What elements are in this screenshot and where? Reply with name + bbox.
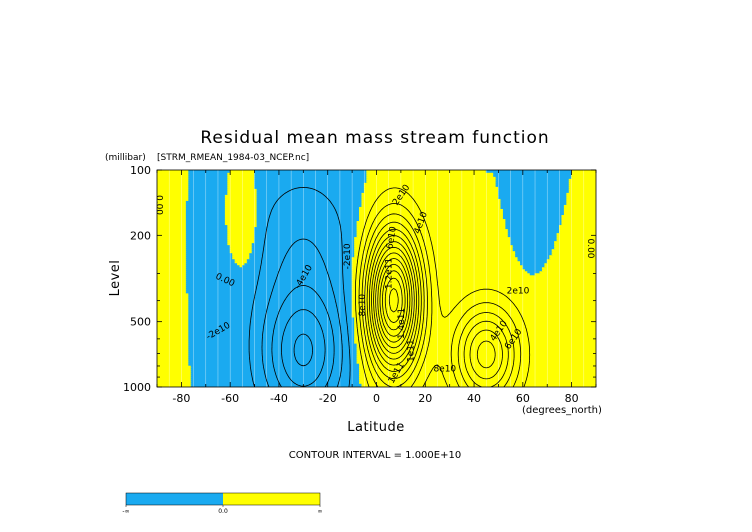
contour-line <box>366 228 503 380</box>
plot-area: 0.000.000.00-2e10-4e10-2e102e104e106e108… <box>123 164 597 405</box>
y-tick-label: 1000 <box>123 381 151 394</box>
colorbar-label: -∞ <box>122 508 129 515</box>
contour-line <box>388 288 399 313</box>
contour-line <box>355 187 531 387</box>
contour-line <box>382 270 406 331</box>
contour-line <box>271 285 335 387</box>
chart-title: Residual mean mass stream function <box>200 128 549 148</box>
contour-line <box>361 213 515 387</box>
contour-label: 0.00 <box>585 238 595 258</box>
contour-line <box>379 263 408 337</box>
x-tick-label: 20 <box>418 392 432 405</box>
colorbar: -∞ 0.0 ∞ <box>122 492 323 515</box>
contour-label: 8e10 <box>433 364 456 374</box>
x-tick-label: 80 <box>565 392 579 405</box>
x-tick-label: 60 <box>516 392 530 405</box>
x-tick-label: -80 <box>172 392 190 405</box>
x-tick-label: 0 <box>373 392 380 405</box>
colorbar-label: 0.0 <box>218 508 228 515</box>
contour-lines <box>248 187 531 387</box>
colorbar-label: ∞ <box>318 508 323 515</box>
contour-line <box>373 246 415 354</box>
y-tick-label: 200 <box>130 229 151 242</box>
contour-label: 1.2e11 <box>385 258 395 289</box>
contour-line <box>281 309 326 387</box>
colorbar-negative <box>126 493 223 505</box>
y-tick-label: 100 <box>130 164 151 177</box>
contour-line <box>364 221 509 387</box>
colorbar-positive <box>223 493 320 505</box>
y-axis-label: Level <box>108 260 123 297</box>
axes: -80 -60 -40 -20 0 20 40 60 80 100 200 500 1000 <box>123 164 597 405</box>
x-tick-label: 40 <box>467 392 481 405</box>
contour-line <box>293 333 313 367</box>
y-units-label: (millibar) <box>105 153 146 163</box>
contour-line <box>358 203 522 387</box>
x-tick-label: -20 <box>319 392 337 405</box>
contour-label: 1.4e11 <box>397 308 407 339</box>
contour-line <box>261 238 343 387</box>
x-tick-label: -60 <box>221 392 239 405</box>
x-units-label: (degrees_north) <box>522 405 602 416</box>
contour-line <box>375 252 413 349</box>
contour-line <box>377 258 411 343</box>
contour-line <box>369 235 496 369</box>
contour-interval-text: CONTOUR INTERVAL = 1.000E+10 <box>289 450 461 461</box>
contour-label: 8e10 <box>358 294 368 317</box>
contour-label: 1e11 <box>407 339 417 362</box>
contour-label: -2e10 <box>343 243 353 269</box>
chart-subtitle: [STRM_RMEAN_1984-03_NCEP.nc] <box>157 153 309 163</box>
contour-line <box>371 241 417 360</box>
gridlines <box>157 170 596 387</box>
x-axis-label: Latitude <box>347 420 405 435</box>
contour-line <box>384 277 403 323</box>
contour-label: 0.00 <box>153 195 163 215</box>
x-tick-label: -40 <box>270 392 288 405</box>
contour-label: 2e10 <box>507 287 530 297</box>
y-tick-label: 500 <box>130 316 151 329</box>
contour-label: 6e10 <box>385 226 399 250</box>
